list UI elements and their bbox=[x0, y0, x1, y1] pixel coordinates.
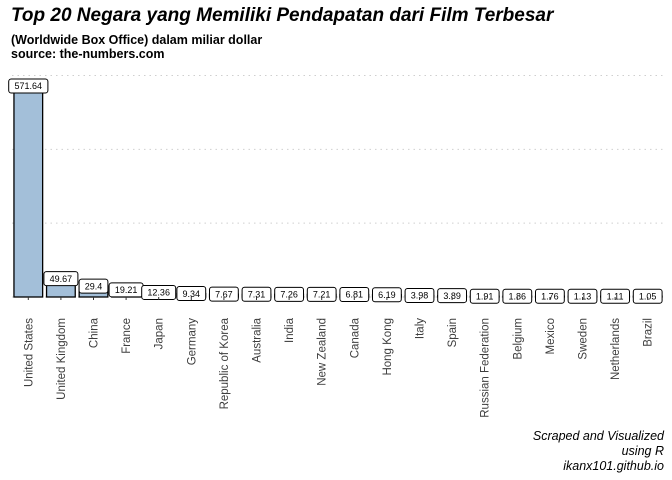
x-axis-label: Russian Federation bbox=[480, 318, 492, 418]
data-label-box bbox=[43, 271, 79, 287]
bar-0 bbox=[13, 85, 44, 298]
x-axis-label: China bbox=[89, 317, 101, 348]
x-axis-label: Sweden bbox=[578, 318, 590, 360]
data-label: 1.86 bbox=[509, 291, 527, 301]
chart-caption: Scraped and Visualized using R ikanx101.… bbox=[533, 429, 664, 474]
data-label: 3.89 bbox=[443, 291, 461, 301]
caption-line-3: ikanx101.github.io bbox=[563, 459, 664, 473]
data-label-box bbox=[469, 288, 500, 304]
data-label-box bbox=[176, 286, 207, 302]
x-axis-label: Hong Kong bbox=[382, 318, 394, 376]
data-label-box bbox=[241, 286, 272, 302]
data-label-box bbox=[209, 286, 239, 302]
x-axis-label: Canada bbox=[349, 317, 361, 358]
data-label: 6.81 bbox=[346, 290, 364, 300]
chart-title: Top 20 Negara yang Memiliki Pendapatan d… bbox=[11, 5, 554, 26]
x-axis-label: Australia bbox=[252, 317, 264, 362]
data-label-box bbox=[306, 286, 337, 302]
x-axis-label: United States bbox=[23, 318, 35, 387]
x-axis-label: Italy bbox=[415, 318, 427, 339]
data-label: 571.64 bbox=[15, 81, 43, 91]
x-axis-label: Spain bbox=[447, 318, 459, 347]
x-axis-label: United Kingdom bbox=[56, 318, 68, 400]
x-axis-label: Belgium bbox=[512, 318, 524, 360]
data-label: 9.34 bbox=[183, 289, 201, 299]
data-label: 1.11 bbox=[607, 291, 624, 301]
data-label: 29.4 bbox=[85, 281, 103, 291]
data-label-box bbox=[8, 78, 49, 94]
data-label: 49.67 bbox=[50, 274, 73, 284]
data-label-box bbox=[600, 288, 631, 304]
x-axis-label: New Zealand bbox=[317, 318, 329, 386]
data-label: 7.26 bbox=[280, 290, 298, 300]
data-label-box bbox=[567, 288, 598, 304]
data-label: 1.05 bbox=[639, 291, 657, 301]
subtitle-line-2: source: the-numbers.com bbox=[11, 47, 165, 61]
x-axis-labels: United States United Kingdom China France Ja… bbox=[23, 297, 655, 418]
data-label: 7.67 bbox=[215, 289, 233, 299]
data-label: 1.76 bbox=[541, 291, 559, 301]
data-label-box bbox=[502, 288, 533, 304]
caption-line-2: using R bbox=[621, 444, 664, 458]
data-labels: 571.64 49.67 29.4 19.21 12.36 9.34 7.67 7.31 7.2… bbox=[8, 78, 663, 304]
data-label: 3.98 bbox=[411, 291, 429, 301]
data-label: 7.31 bbox=[248, 290, 266, 300]
x-axis-label: Republic of Korea bbox=[219, 317, 231, 409]
data-label-box bbox=[632, 288, 663, 304]
data-label-box bbox=[535, 288, 565, 304]
data-label-box bbox=[404, 288, 435, 304]
x-axis-label: Japan bbox=[154, 318, 166, 349]
data-label: 6.19 bbox=[378, 290, 396, 300]
x-axis-label: Netherlands bbox=[610, 318, 622, 380]
bars bbox=[13, 85, 663, 298]
data-label-box bbox=[274, 286, 305, 302]
data-label-box bbox=[372, 287, 402, 303]
data-label-box bbox=[339, 286, 370, 302]
x-axis-label: Germany bbox=[186, 318, 198, 366]
data-label-box bbox=[78, 278, 109, 294]
chart-subtitle: (Worldwide Box Office) dalam miliar doll… bbox=[11, 33, 262, 61]
subtitle-line-1: (Worldwide Box Office) dalam miliar doll… bbox=[11, 33, 263, 47]
x-axis-label: Brazil bbox=[643, 318, 655, 347]
data-label-box bbox=[437, 288, 468, 304]
data-label: 7.21 bbox=[313, 290, 331, 300]
data-label: 19.21 bbox=[115, 285, 138, 295]
data-label: 12.36 bbox=[147, 288, 170, 298]
x-axis-label: France bbox=[121, 318, 133, 354]
data-label: 1.91 bbox=[476, 291, 494, 301]
caption-line-1: Scraped and Visualized bbox=[532, 429, 664, 443]
x-axis-label: India bbox=[284, 317, 296, 343]
gridlines bbox=[12, 75, 664, 298]
x-axis-label: Mexico bbox=[545, 318, 557, 354]
data-label: 1.13 bbox=[574, 291, 592, 301]
